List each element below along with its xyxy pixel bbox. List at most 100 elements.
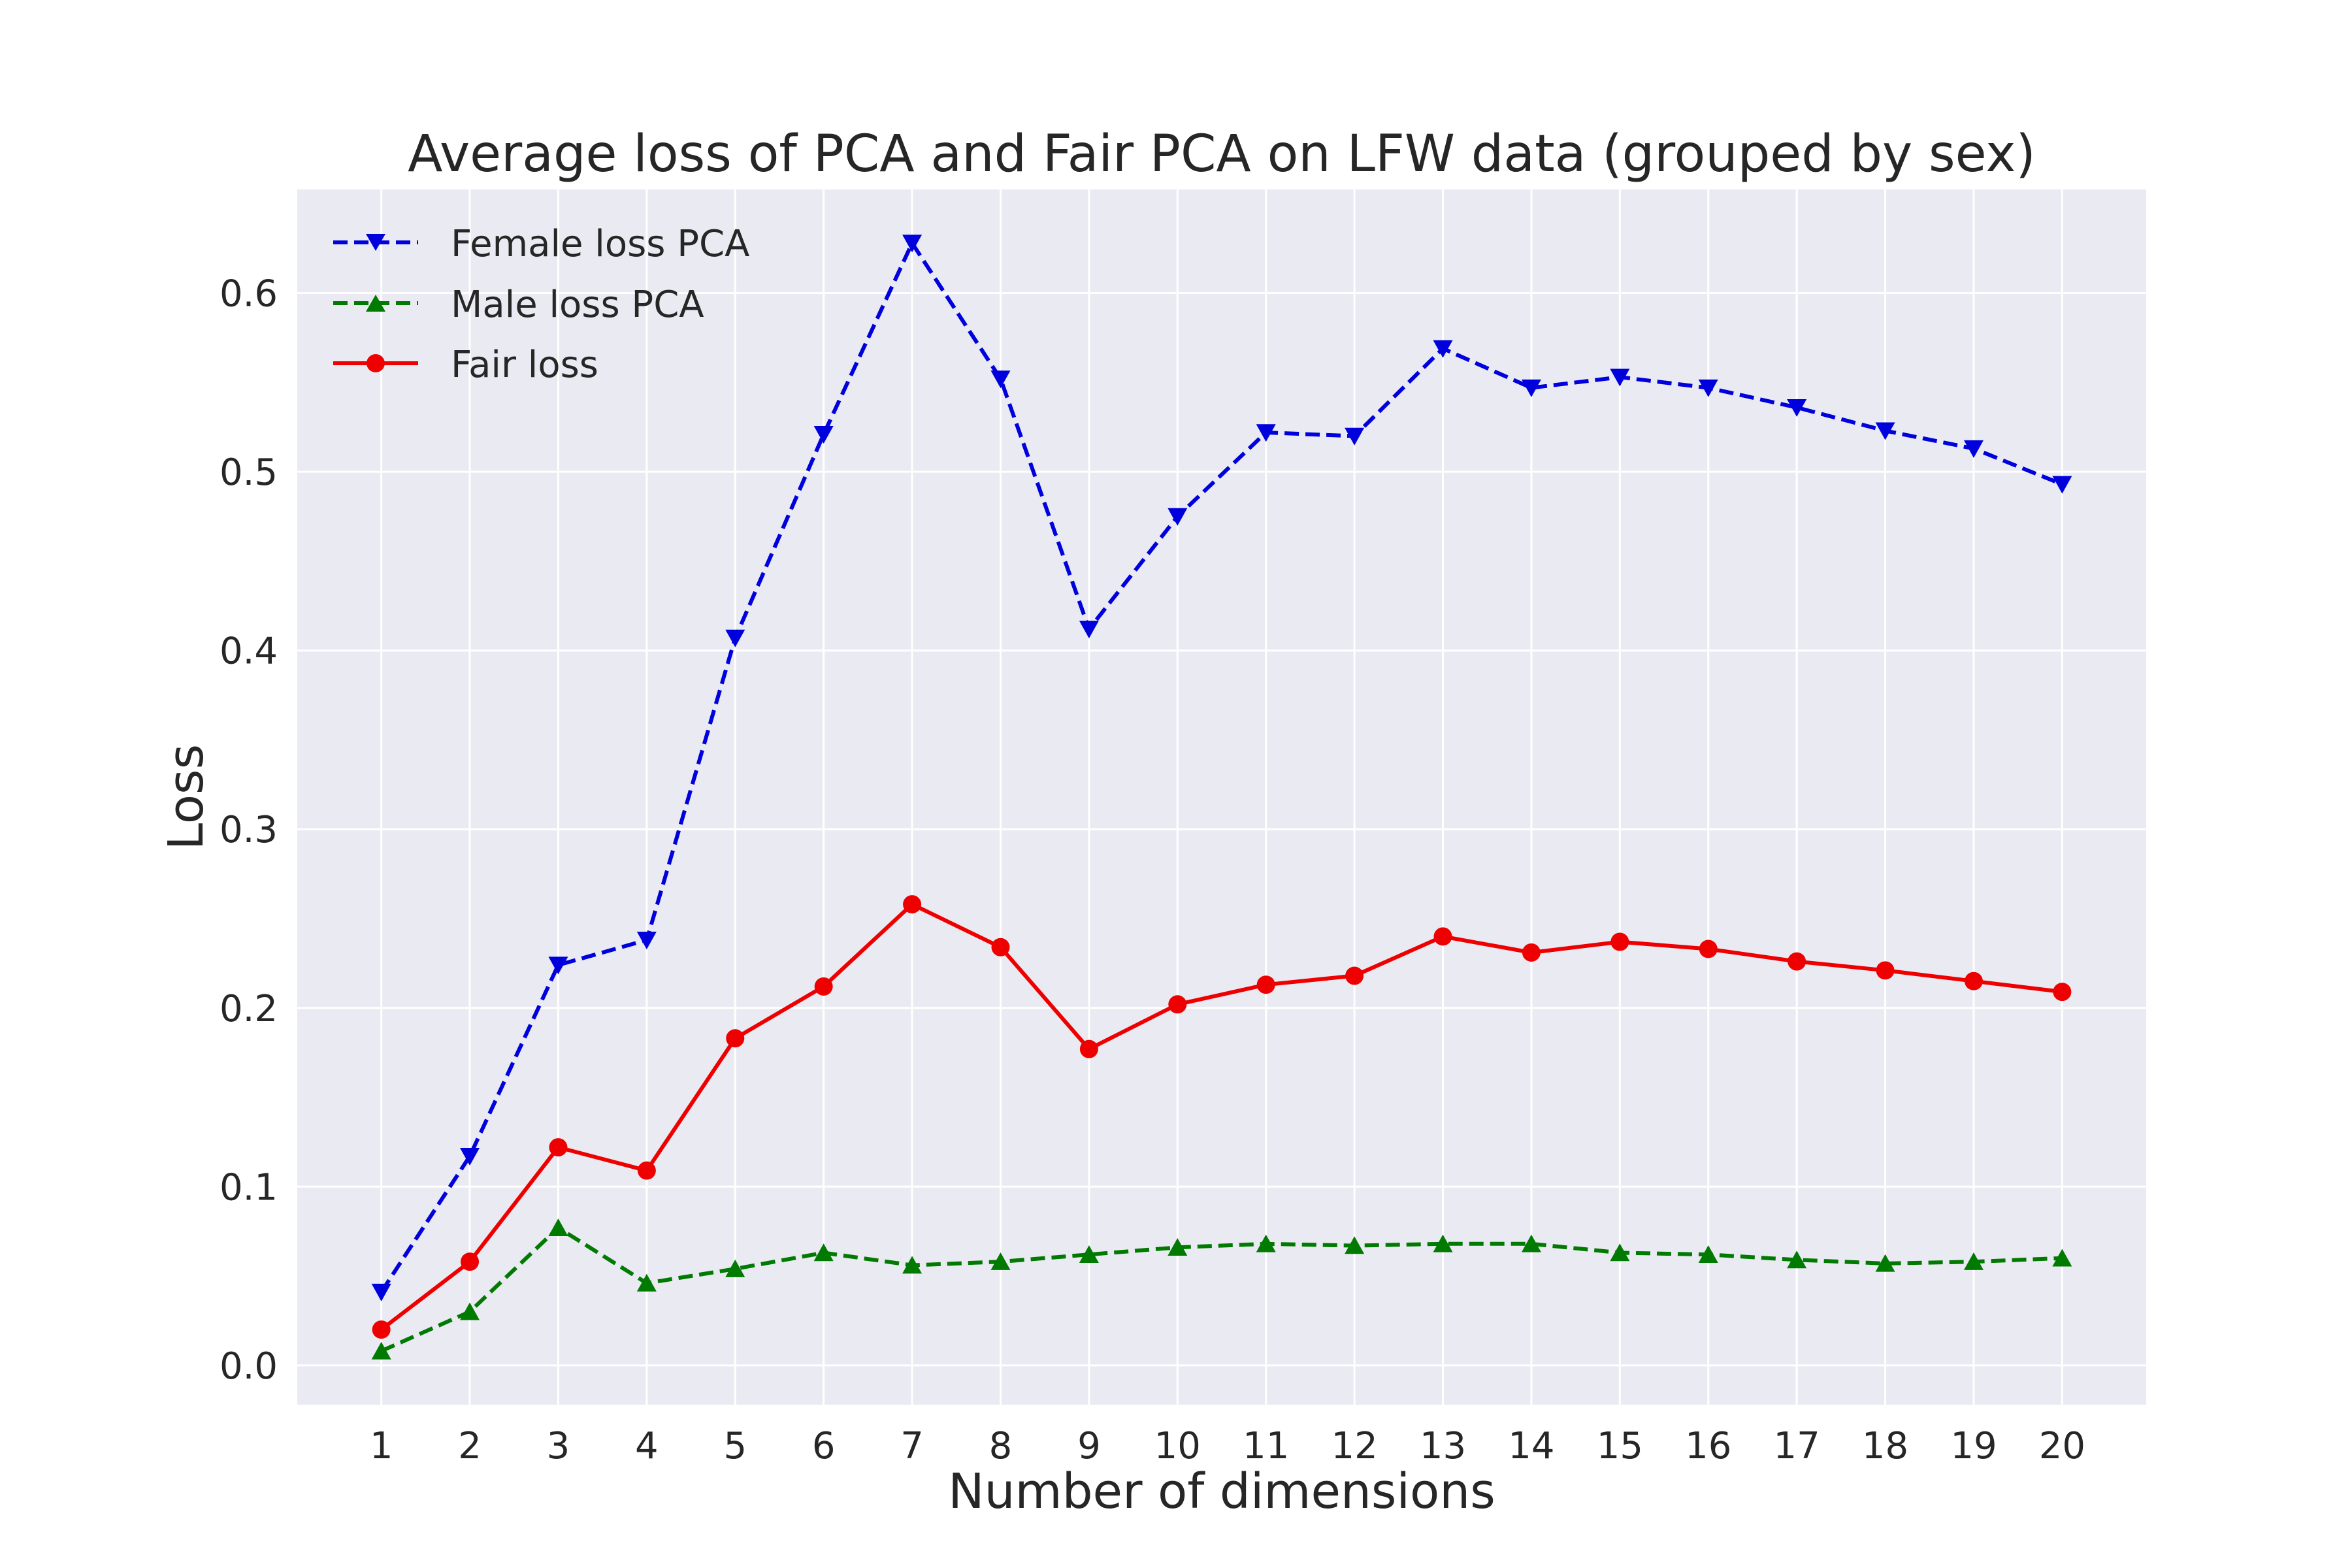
y-axis-label: Loss: [158, 744, 214, 850]
data-point-male: [725, 1259, 745, 1277]
data-point-male: [371, 1341, 391, 1360]
data-point-female: [1875, 422, 1895, 440]
y-tick-label: 0.1: [220, 1166, 278, 1209]
x-tick-label: 4: [635, 1425, 659, 1467]
data-point-male: [1256, 1234, 1276, 1252]
data-point-female: [725, 629, 745, 647]
series-female: [371, 235, 2072, 1301]
series-line-fair: [380, 902, 2063, 1331]
data-point-female: [1521, 379, 1541, 397]
x-tick-label: 5: [723, 1425, 747, 1467]
data-point-fair: [814, 977, 833, 996]
data-point-female: [990, 370, 1011, 389]
data-point-fair: [1788, 952, 1806, 971]
legend-marker-male: [366, 295, 385, 312]
x-tick-label: 3: [547, 1425, 570, 1467]
data-point-fair: [1610, 932, 1629, 951]
series-layer: [371, 235, 2072, 1360]
grid-lines: [297, 189, 2146, 1405]
data-point-male: [1787, 1250, 1807, 1269]
data-point-fair: [1079, 1039, 1098, 1058]
data-point-male: [1345, 1236, 1365, 1254]
data-point-male: [636, 1273, 657, 1292]
data-point-male: [1521, 1234, 1541, 1252]
data-point-female: [1787, 399, 1807, 417]
data-point-female: [1433, 340, 1453, 358]
data-point-male: [1698, 1245, 1718, 1263]
y-tick-label: 0.0: [220, 1345, 278, 1388]
data-point-female: [1345, 427, 1365, 446]
data-point-female: [371, 1283, 391, 1301]
data-point-female: [2052, 476, 2072, 494]
x-tick-label: 12: [1331, 1425, 1377, 1467]
plot-area: [297, 189, 2146, 1405]
data-point-female: [902, 235, 923, 253]
series-line-male: [380, 1226, 2063, 1353]
data-point-male: [460, 1302, 480, 1320]
data-point-male: [1079, 1245, 1099, 1263]
data-point-fair: [1168, 995, 1187, 1014]
data-point-female: [1256, 424, 1276, 442]
data-point-female: [460, 1148, 480, 1166]
x-tick-label: 7: [900, 1425, 924, 1467]
y-tick-label: 0.6: [220, 273, 278, 316]
x-tick-label: 6: [812, 1425, 836, 1467]
x-tick-label: 8: [989, 1425, 1013, 1467]
data-point-fair: [372, 1320, 391, 1339]
data-point-fair: [1964, 972, 1983, 990]
x-tick-label: 10: [1154, 1425, 1201, 1467]
x-tick-label: 16: [1685, 1425, 1731, 1467]
y-tick-label: 0.2: [220, 988, 278, 1030]
legend-label-fair: Fair loss: [451, 344, 598, 386]
data-point-male: [1433, 1234, 1453, 1252]
data-point-male: [1875, 1254, 1895, 1272]
data-point-male: [1168, 1238, 1188, 1256]
x-tick-label: 13: [1420, 1425, 1466, 1467]
data-point-male: [1963, 1252, 1984, 1270]
x-tick-label: 1: [370, 1425, 393, 1467]
x-tick-label: 19: [1950, 1425, 1997, 1467]
legend-marker-fair: [367, 354, 385, 372]
data-point-female: [813, 425, 834, 444]
legend-entry-male: Male loss PCA: [333, 284, 704, 326]
legend-entry-fair: Fair loss: [333, 344, 598, 386]
legend-marker-female: [366, 234, 385, 251]
x-tick-label: 18: [1862, 1425, 1908, 1467]
legend-label-male: Male loss PCA: [451, 284, 704, 326]
data-point-male: [902, 1256, 923, 1274]
x-tick-label: 2: [458, 1425, 482, 1467]
x-axis-label: Number of dimensions: [948, 1463, 1495, 1520]
legend-label-female: Female loss PCA: [451, 223, 749, 265]
x-tick-labels: 1 2 3 4 5 6 7 8 9 10 11 12 13 14 15 16 17 18 19 20: [370, 1425, 2085, 1467]
data-point-fair: [1433, 927, 1452, 946]
data-point-male: [1610, 1243, 1630, 1262]
data-point-fair: [991, 938, 1010, 956]
data-point-fair: [637, 1161, 656, 1180]
x-tick-label: 17: [1774, 1425, 1820, 1467]
data-point-male: [548, 1218, 568, 1236]
data-point-female: [636, 932, 657, 950]
data-point-female: [1610, 368, 1630, 387]
data-point-fair: [461, 1252, 480, 1271]
chart-title: Average loss of PCA and Fair PCA on LFW …: [408, 125, 2036, 184]
data-point-male: [813, 1243, 834, 1262]
x-tick-label: 9: [1077, 1425, 1101, 1467]
data-point-female: [1079, 621, 1099, 639]
data-point-fair: [549, 1138, 568, 1157]
data-point-fair: [2053, 983, 2072, 1002]
x-tick-label: 11: [1243, 1425, 1289, 1467]
series-line-female: [380, 241, 2063, 1294]
series-male: [371, 1218, 2072, 1360]
data-point-male: [2052, 1249, 2072, 1267]
y-tick-label: 0.4: [220, 630, 278, 673]
data-point-male: [990, 1252, 1011, 1270]
data-point-fair: [903, 895, 922, 914]
data-point-female: [548, 956, 568, 975]
legend-entry-female: Female loss PCA: [333, 223, 749, 265]
data-point-female: [1698, 379, 1718, 397]
y-tick-label: 0.3: [220, 809, 278, 851]
data-point-fair: [1876, 961, 1895, 980]
data-point-female: [1963, 440, 1984, 458]
legend: Female loss PCA Male loss PCA Fair loss: [333, 223, 749, 386]
